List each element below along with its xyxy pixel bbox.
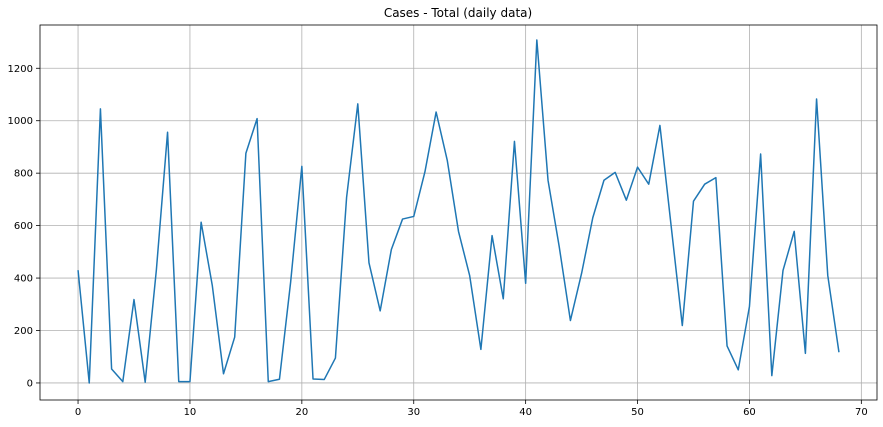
- y-tick-label: 0: [27, 378, 33, 389]
- x-tick-label: 40: [519, 407, 532, 418]
- y-tick-label: 1000: [8, 116, 33, 127]
- y-tick-label: 1200: [8, 64, 33, 75]
- plot-frame: [39, 24, 878, 401]
- y-tick-label: 200: [14, 326, 33, 337]
- x-tick-label: 60: [743, 407, 756, 418]
- x-tick-label: 0: [75, 407, 81, 418]
- x-tick-label: 50: [631, 407, 644, 418]
- y-tick-label: 800: [14, 169, 33, 180]
- x-axis-ticks: 0 10 20 30 40 50 60 70: [75, 400, 868, 418]
- series-group: [77, 39, 840, 384]
- axes: [39, 24, 878, 401]
- y-tick-label: 400: [14, 274, 33, 285]
- x-tick-label: 20: [295, 407, 308, 418]
- x-tick-label: 10: [184, 407, 197, 418]
- y-tick-label: 600: [14, 221, 33, 232]
- series-line: [77, 39, 840, 384]
- x-tick-label: 30: [407, 407, 420, 418]
- y-axis-ticks: 0 200 400 600 800 1000 1200: [8, 64, 40, 389]
- grid-lines: [40, 25, 877, 400]
- x-tick-label: 70: [855, 407, 868, 418]
- chart-title: Cases - Total (daily data): [384, 6, 532, 20]
